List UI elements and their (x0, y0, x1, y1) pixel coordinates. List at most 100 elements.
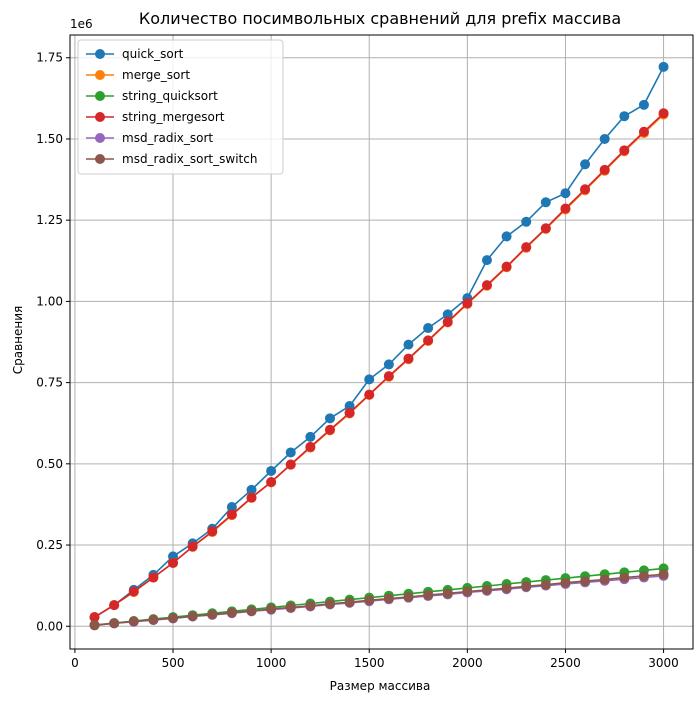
y-tick-label: 0.25 (36, 538, 63, 552)
data-point (364, 595, 375, 606)
data-point (481, 280, 492, 291)
plot-frame (69, 34, 694, 650)
data-point (187, 611, 198, 622)
data-point (187, 541, 198, 552)
series-line (94, 573, 664, 627)
grid (70, 35, 693, 649)
data-point (540, 223, 551, 234)
legend-item: string_mergesort (86, 110, 225, 124)
data-point (599, 164, 610, 175)
data-point (324, 598, 335, 609)
data-point (364, 389, 375, 400)
legend-label: quick_sort (122, 47, 184, 61)
data-point (599, 133, 610, 144)
y-axis-title: Сравнения (11, 306, 25, 375)
legend: quick_sort merge_sort string_quicksortstri… (77, 39, 284, 175)
x-axis-title: Размер массива (330, 679, 431, 693)
data-point (403, 592, 414, 603)
data-point (305, 600, 316, 611)
series-string-mergesort (89, 108, 669, 623)
y-tick-label: 1.25 (36, 213, 63, 227)
data-point (324, 413, 335, 424)
y-tick-label: 0.00 (36, 619, 63, 633)
series-line (94, 567, 664, 626)
x-tick-label: 2000 (452, 656, 483, 670)
series-msd-radix-sort-switch (89, 569, 669, 631)
data-point (560, 188, 571, 199)
data-point (305, 431, 316, 442)
data-point (521, 581, 532, 592)
data-point (580, 159, 591, 170)
data-point (109, 618, 120, 629)
x-tick-label: 2500 (550, 656, 581, 670)
data-point (403, 353, 414, 364)
data-point (403, 339, 414, 350)
x-tick-label: 0 (71, 656, 79, 670)
y-tick-label: 1.50 (36, 132, 63, 146)
x-tick-label: 500 (162, 656, 185, 670)
ticks: 0 500 1000 1500 2000 2500 3000 0.00 0.25 0.50 0.75… (36, 51, 679, 670)
data-point (638, 570, 649, 581)
legend-label: merge_sort (122, 68, 190, 82)
data-point (423, 590, 434, 601)
x-tick-label: 1000 (256, 656, 287, 670)
data-point (658, 108, 669, 119)
data-point (481, 584, 492, 595)
data-point (599, 574, 610, 585)
data-point (638, 99, 649, 110)
data-point (442, 588, 453, 599)
data-point (266, 604, 277, 615)
data-point (109, 600, 120, 611)
x-tick-label: 1500 (354, 656, 385, 670)
legend-label: string_quicksort (122, 89, 218, 103)
legend-item: string_quicksort (86, 89, 218, 103)
series-line (94, 114, 665, 618)
legend-swatch-marker (95, 70, 105, 80)
data-point (580, 576, 591, 587)
data-point (481, 255, 492, 266)
data-point (423, 323, 434, 334)
y-axis-offset-label: 1e6 (70, 17, 93, 31)
legend-label: msd_radix_sort_switch (122, 152, 257, 166)
data-point (148, 572, 159, 583)
data-point (580, 184, 591, 195)
legend-item: msd_radix_sort (86, 131, 213, 145)
data-point (285, 602, 296, 613)
data-point (658, 61, 669, 72)
legend-swatch-marker (95, 112, 105, 122)
data-point (207, 526, 218, 537)
y-tick-label: 0.50 (36, 457, 63, 471)
legend-item: msd_radix_sort_switch (86, 152, 257, 166)
data-point (462, 586, 473, 597)
data-point (246, 605, 257, 616)
legend-swatch-marker (95, 154, 105, 164)
data-point (383, 371, 394, 382)
data-point (560, 203, 571, 214)
data-point (501, 231, 512, 242)
data-point (619, 572, 630, 583)
data-point (383, 593, 394, 604)
legend-swatch-marker (95, 133, 105, 143)
data-point (344, 407, 355, 418)
data-point (266, 477, 277, 488)
data-point (89, 612, 100, 623)
y-tick-label: 1.75 (36, 51, 63, 65)
data-point (501, 261, 512, 272)
data-point (266, 465, 277, 476)
data-point (128, 586, 139, 597)
data-point (501, 583, 512, 594)
data-point (344, 597, 355, 608)
data-point (246, 484, 257, 495)
data-point (305, 441, 316, 452)
data-point (560, 577, 571, 588)
data-point (226, 502, 237, 513)
data-point (168, 557, 179, 568)
series-line (94, 112, 665, 618)
data-point (540, 579, 551, 590)
y-tick-label: 1.00 (36, 294, 63, 308)
data-point (442, 316, 453, 327)
data-point (246, 492, 257, 503)
data-point (442, 309, 453, 320)
data-point (383, 359, 394, 370)
